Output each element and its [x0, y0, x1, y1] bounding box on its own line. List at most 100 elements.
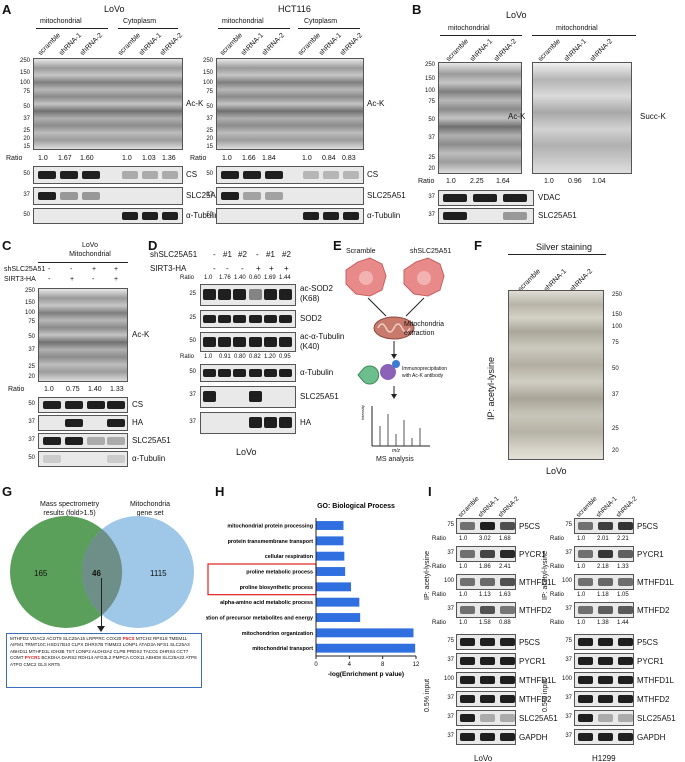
panel-letter-g: G: [2, 484, 13, 499]
a-left-mw-25: 25: [23, 128, 30, 134]
panel-letter-c: C: [2, 238, 12, 253]
e-ms-ylabel: Intensity: [360, 405, 365, 420]
i-lovo-input-blot-p5cs: [456, 634, 516, 650]
a-right-mw-250: 250: [202, 58, 213, 64]
a-left-cs-blot: [33, 166, 183, 184]
b-vdac-blot: [438, 190, 534, 206]
d-row2-s1: -: [213, 264, 216, 273]
c-mw-100: 100: [24, 310, 35, 316]
d-ratio2-6: 0.95: [279, 354, 291, 360]
i-h1299-input-mw: 37: [565, 695, 572, 701]
f-title-line: [508, 254, 606, 255]
a-right-group-line-1: [218, 28, 290, 29]
i-band: [618, 676, 633, 684]
i-h1299-ip-label: P5CS: [637, 522, 658, 531]
i-lovo-ratio-value: 1.0: [459, 536, 468, 542]
e-mitochondria-icon: [373, 316, 415, 340]
c-title-1: LoVo: [82, 242, 98, 249]
c-tub-blot: [38, 451, 128, 467]
i-band: [460, 522, 475, 530]
b-lane-3: shRNA-2: [493, 37, 519, 63]
d-ratio1-label: Ratio: [180, 275, 195, 281]
i-lovo-input-label-rot: 0.5% input: [424, 678, 431, 712]
a-left-mw-37: 37: [23, 116, 30, 122]
a-right-mw-150: 150: [202, 70, 213, 76]
a-left-slc-blot: [33, 187, 183, 205]
i-h1299-input-blot-mthfd1l: [574, 672, 634, 688]
i-lovo-input-label: SLC25A51: [519, 714, 558, 723]
a-right-ratio-label: Ratio: [190, 155, 207, 162]
go-x-tick-label: 12: [413, 662, 420, 668]
i-band: [480, 714, 495, 722]
c-slc-mw: 37: [28, 437, 35, 443]
i-lovo-ip-label: PYCR1: [519, 550, 546, 559]
d-ratio2-2: 0.91: [219, 354, 231, 360]
a-left-mw-250: 250: [19, 58, 30, 64]
d-row2-s3: -: [241, 264, 244, 273]
i-band: [500, 638, 515, 646]
i-h1299-input-blot-pycr1: [574, 653, 634, 669]
g-arrow-head-icon: [97, 626, 105, 632]
go-bar: [316, 597, 360, 607]
i-band: [598, 522, 613, 530]
d-tub-blot: [200, 364, 296, 382]
i-lovo-ip-mw: 75: [447, 522, 454, 528]
a-right-group-line-2: [298, 28, 360, 29]
a-right-ratio-6: 0.83: [342, 155, 356, 162]
i-lovo-ratio-value: 1.63: [499, 592, 511, 598]
f-silver-gel: [508, 290, 604, 460]
b-mw-50: 50: [428, 117, 435, 123]
i-lovo-input-blot-slc25a51: [456, 710, 516, 726]
go-x-tick-label: 8: [381, 662, 385, 668]
i-lovo-ratio-value: 0.88: [499, 620, 511, 626]
c-ratio-4: 1.33: [110, 386, 124, 393]
i-h1299-input-label: MTHFD2: [637, 695, 670, 704]
b-ack-blot: [438, 62, 522, 174]
i-lovo-input-blot-pycr1: [456, 653, 516, 669]
i-h1299-lane-1: scramble: [575, 495, 599, 519]
i-h1299-input-blot-p5cs: [574, 634, 634, 650]
i-band: [480, 522, 495, 530]
c-ha-mw: 37: [28, 419, 35, 425]
i-band: [578, 714, 593, 722]
i-band: [598, 606, 613, 614]
b-mw-75: 75: [428, 99, 435, 105]
i-band: [618, 657, 633, 665]
a-right-slc-mw: 37: [206, 192, 213, 198]
b-group-2: mitochondrial: [556, 25, 598, 32]
c-ha-label: HA: [132, 418, 144, 427]
g-gene-text-3: BCKDHA DARS2 RDH14 AFG3L2 PMPCA COX11 AB…: [10, 655, 197, 667]
g-venn-diagram: [10, 516, 194, 628]
c-ratio-label: Ratio: [8, 386, 25, 393]
a-left-tub-blot: [33, 208, 183, 224]
g-mid-count: 46: [92, 569, 101, 578]
d-sod2-blot: [200, 310, 296, 328]
go-category-label: protein transmembrane transport: [228, 539, 314, 545]
i-lovo-ratio-value: 1.0: [459, 592, 468, 598]
i-band: [578, 657, 593, 665]
i-band: [460, 657, 475, 665]
i-lovo-input-mw: 37: [447, 733, 454, 739]
i-lovo-ratio-label: Ratio: [432, 564, 447, 570]
d-row1-label: shSLC25A51: [150, 250, 198, 259]
c-mw-50: 50: [28, 334, 35, 340]
i-band: [618, 638, 633, 646]
c-row2-s1: -: [48, 276, 51, 283]
d-slc-mw: 37: [189, 392, 196, 398]
d-ha-mw: 37: [189, 419, 196, 425]
a-right-group-1: mitochondrial: [222, 18, 264, 25]
a-left-ratio-4: 1.0: [122, 155, 132, 162]
go-category-label: mitochondrion organization: [242, 631, 313, 637]
a-left-mw-20: 20: [23, 136, 30, 142]
g-right-title: Mitochondria gene set: [130, 501, 171, 517]
i-h1299-ratio-label: Ratio: [550, 620, 565, 626]
a-left-slc-label: SLC25A51: [186, 191, 225, 200]
i-lovo-ip-blot-p5cs: [456, 518, 516, 534]
d-sod2-mw: 25: [189, 315, 196, 321]
i-lovo-ip-blot-mthfd1l: [456, 574, 516, 590]
c-row1-s3: +: [92, 266, 97, 273]
a-left-group-2: Cytoplasm: [123, 18, 157, 25]
a-right-tub-label: α-Tubulin: [367, 211, 401, 220]
i-h1299-input-mw: 37: [565, 657, 572, 663]
c-row1-label: shSLC25A51: [4, 266, 46, 273]
